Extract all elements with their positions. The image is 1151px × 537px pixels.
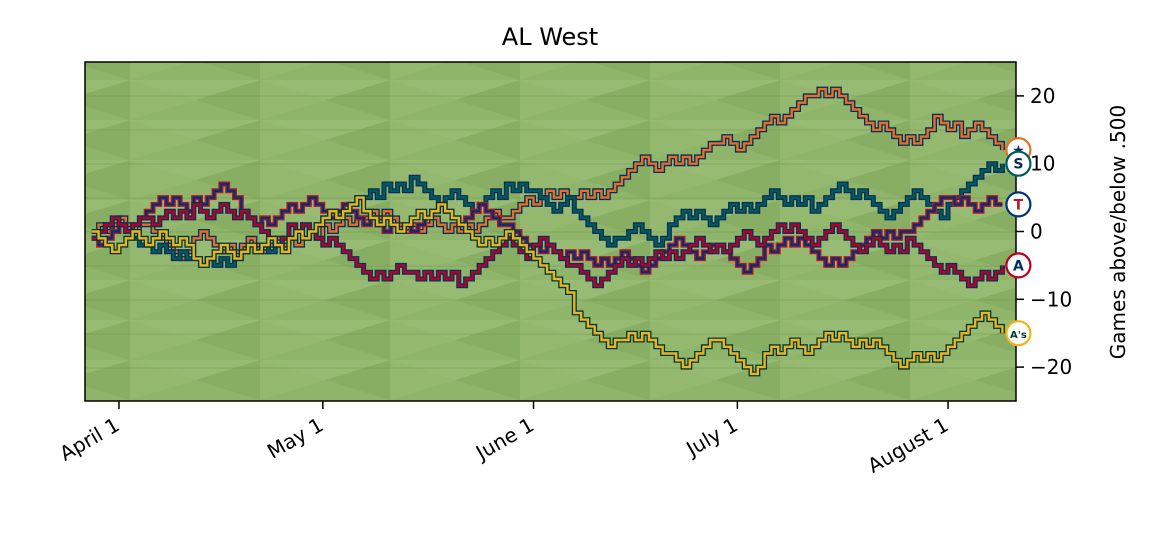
series-line <box>91 203 1004 287</box>
y-axis-label: Games above/below .500 <box>1106 105 1130 359</box>
angels-logo: A <box>1005 252 1032 279</box>
series-athletics <box>91 195 1005 377</box>
series-angels <box>91 201 1005 289</box>
x-tick-label: August 1 <box>863 413 952 478</box>
badge-glyph: A <box>1013 258 1024 274</box>
x-axis: April 1 May 1 June 1 July 1 August 1 <box>55 401 953 478</box>
y-tick-label: −10 <box>1030 287 1072 311</box>
plot-area <box>84 61 1017 402</box>
y-tick-label: 10 <box>1030 152 1055 176</box>
y-axis: 20 10 0 −10 −20 <box>1016 84 1072 379</box>
y-tick-label: 20 <box>1030 84 1055 108</box>
x-tick-label: May 1 <box>263 413 327 464</box>
badge-glyph: S <box>1013 157 1023 173</box>
mariners-logo: S <box>1005 150 1032 177</box>
badge-glyph: T <box>1014 197 1024 213</box>
badge-ring <box>1005 252 1032 279</box>
chart-title: AL West <box>502 23 598 51</box>
x-tick-label: June 1 <box>470 413 538 466</box>
x-tick-label: July 1 <box>680 413 741 462</box>
athletics-logo: A's <box>1005 320 1032 347</box>
y-tick-label: −20 <box>1030 355 1072 379</box>
rangers-logo: T <box>1005 191 1032 218</box>
series-line <box>91 182 1003 274</box>
badge-ring <box>1005 150 1032 177</box>
badge-ring <box>1005 191 1032 218</box>
y-tick-label: 0 <box>1030 220 1043 244</box>
series-line <box>91 196 1004 376</box>
badge-ring <box>1005 320 1032 347</box>
x-tick-label: April 1 <box>55 413 123 466</box>
badge-glyph: A's <box>1010 330 1027 341</box>
series-rangers <box>91 181 1003 275</box>
